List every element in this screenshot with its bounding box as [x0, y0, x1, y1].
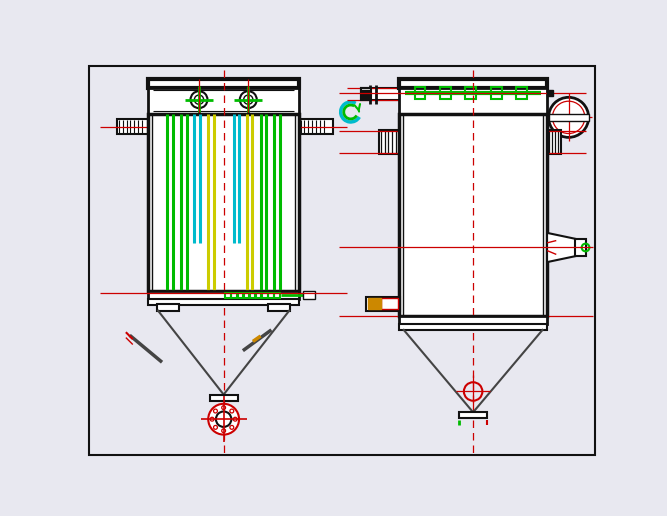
Bar — [237, 293, 243, 298]
Bar — [400, 316, 547, 324]
Bar — [368, 298, 382, 309]
Bar — [303, 292, 315, 299]
Bar — [268, 304, 290, 311]
Bar — [400, 114, 547, 316]
Bar — [256, 293, 261, 298]
Bar — [243, 293, 249, 298]
Bar — [460, 412, 487, 418]
Bar — [466, 87, 476, 99]
Bar — [250, 293, 255, 298]
Bar — [516, 87, 527, 99]
Circle shape — [240, 91, 257, 108]
Bar — [547, 90, 553, 96]
Bar — [210, 395, 237, 401]
Bar — [157, 304, 179, 311]
Bar — [148, 299, 299, 305]
Bar — [415, 87, 426, 99]
Bar — [225, 293, 231, 298]
Bar — [148, 79, 299, 88]
Polygon shape — [547, 233, 576, 262]
Bar — [117, 119, 148, 134]
Bar — [400, 79, 547, 88]
Bar — [148, 119, 299, 134]
Bar — [400, 88, 547, 114]
Bar — [268, 293, 273, 298]
Bar — [148, 114, 299, 292]
Bar — [262, 293, 267, 298]
Bar — [575, 239, 586, 256]
Bar — [400, 324, 547, 330]
Bar — [148, 88, 299, 114]
Bar — [361, 88, 401, 101]
Bar — [547, 130, 561, 154]
Circle shape — [216, 411, 231, 427]
Bar — [491, 87, 502, 99]
Circle shape — [191, 91, 207, 108]
Bar — [148, 292, 299, 299]
Bar — [274, 293, 280, 298]
Bar — [361, 90, 370, 98]
Bar — [548, 114, 588, 121]
Bar — [366, 297, 400, 311]
Bar — [231, 293, 237, 298]
Bar — [379, 130, 400, 154]
Bar — [382, 298, 398, 309]
Bar — [440, 87, 451, 99]
Bar — [299, 119, 333, 134]
Circle shape — [208, 404, 239, 434]
Circle shape — [548, 98, 588, 137]
Bar — [361, 88, 372, 101]
